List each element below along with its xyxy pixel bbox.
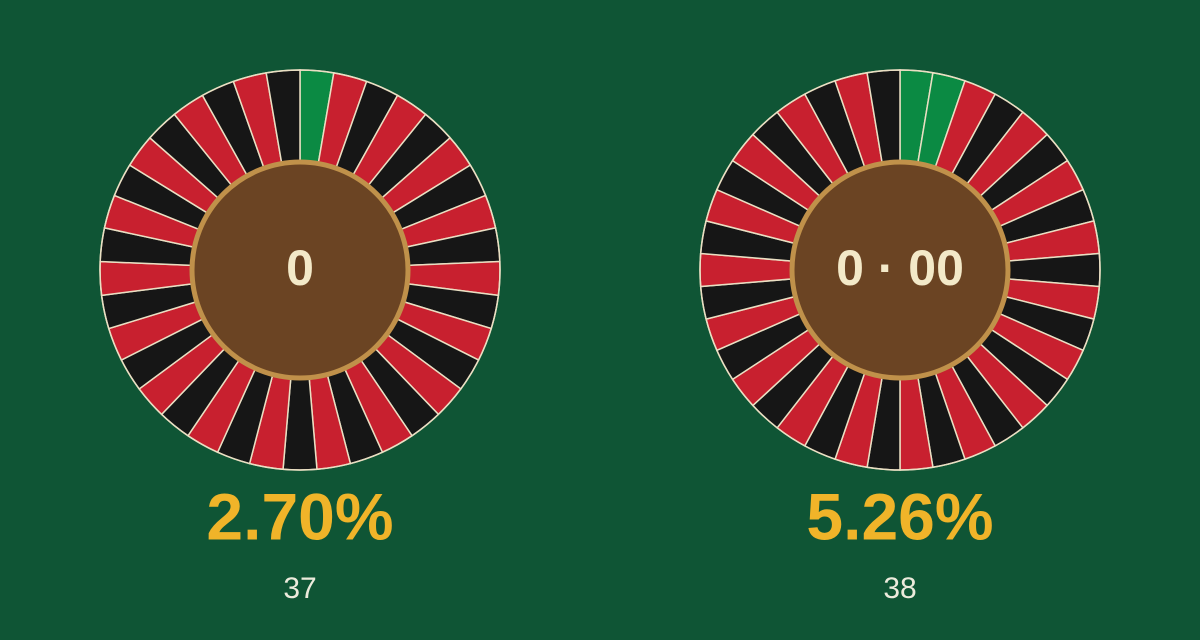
house-edge: 5.26% (806, 479, 993, 553)
wheel-rim (699, 69, 1101, 471)
pocket-count: 37 (283, 572, 316, 605)
house-edge: 2.70% (206, 479, 393, 553)
hub (789, 159, 1011, 381)
wheel (99, 69, 501, 471)
wheel (699, 69, 1101, 471)
pocket-count: 38 (883, 572, 916, 605)
hub (189, 159, 411, 381)
wheel-rim (99, 69, 501, 471)
center-label: 0 · 00 (836, 240, 964, 296)
center-label: 0 (286, 240, 314, 296)
